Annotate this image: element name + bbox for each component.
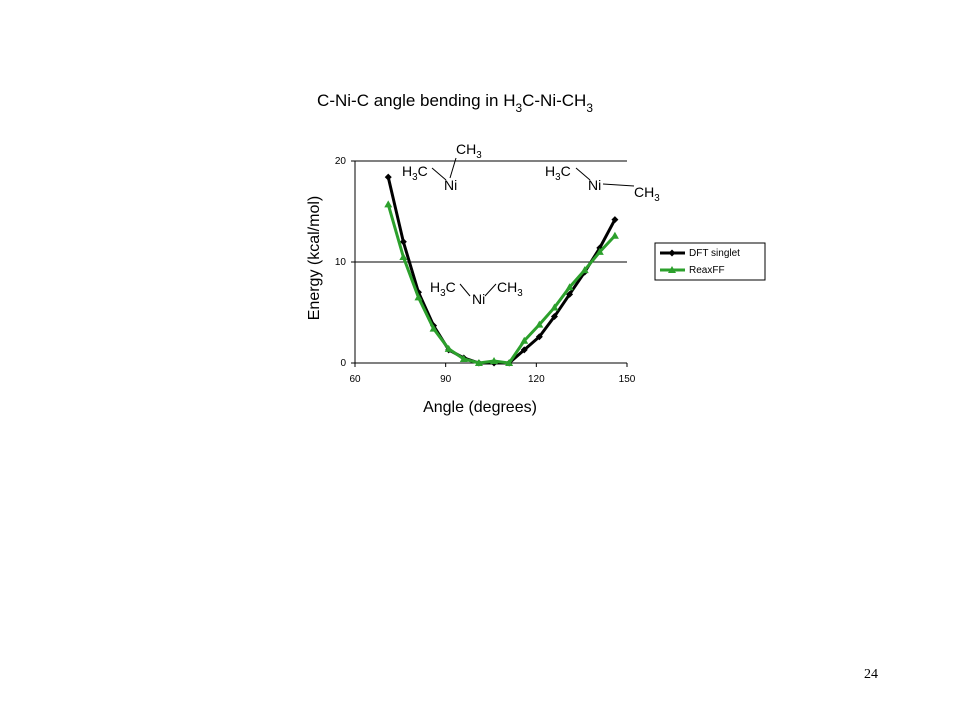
- data-point: [444, 344, 453, 352]
- data-point: [520, 336, 529, 344]
- data-point: [535, 320, 544, 328]
- data-point: [505, 359, 514, 366]
- legend-box: [654, 242, 766, 281]
- molecule-label: CH3: [456, 141, 482, 161]
- data-point: [550, 303, 559, 311]
- molecule-label: H3C: [402, 163, 428, 183]
- data-point: [565, 283, 574, 291]
- data-point: [399, 252, 408, 260]
- data-point: [595, 247, 604, 255]
- molecule-label: H3C: [545, 163, 571, 183]
- data-point: [384, 173, 392, 181]
- x-tick-label: 90: [440, 374, 452, 385]
- x-axis-label: Angle (degrees): [423, 399, 537, 416]
- data-point: [550, 313, 558, 321]
- y-tick-label: 20: [335, 156, 347, 167]
- molecule-label: CH3: [497, 279, 523, 299]
- y-axis-label: Energy (kcal/mol): [306, 196, 323, 320]
- data-point: [414, 293, 423, 301]
- molecule-label: Ni: [444, 177, 457, 193]
- legend-marker: [668, 249, 676, 257]
- data-point: [520, 346, 528, 354]
- data-point: [399, 238, 407, 246]
- data-point: [535, 333, 543, 341]
- x-tick-label: 120: [528, 374, 545, 385]
- x-tick-label: 60: [349, 374, 361, 385]
- molecule-label: CH3: [634, 184, 660, 204]
- x-tick-label: 150: [619, 374, 636, 385]
- molecule-label: Ni: [588, 177, 601, 193]
- data-point: [611, 216, 619, 224]
- data-point: [459, 354, 468, 362]
- data-point: [566, 290, 574, 298]
- data-point: [384, 200, 393, 208]
- y-tick-label: 0: [340, 358, 346, 369]
- data-point: [580, 266, 589, 274]
- legend-label: DFT singlet: [689, 248, 740, 259]
- data-point: [474, 359, 483, 366]
- page-number: 24: [864, 667, 878, 682]
- y-tick-label: 10: [335, 257, 347, 268]
- legend-marker: [668, 266, 676, 273]
- legend-label: ReaxFF: [689, 265, 725, 276]
- series-line: [386, 204, 617, 365]
- molecule-label: H3C: [430, 279, 456, 299]
- chart-title: C-Ni-C angle bending in H3C-Ni-CH3: [317, 91, 593, 115]
- data-point: [610, 231, 619, 239]
- molecule-bonds: [431, 157, 635, 297]
- data-point: [429, 324, 438, 332]
- molecule-label: Ni: [472, 291, 485, 307]
- series-line: [386, 176, 617, 365]
- data-point: [490, 356, 499, 364]
